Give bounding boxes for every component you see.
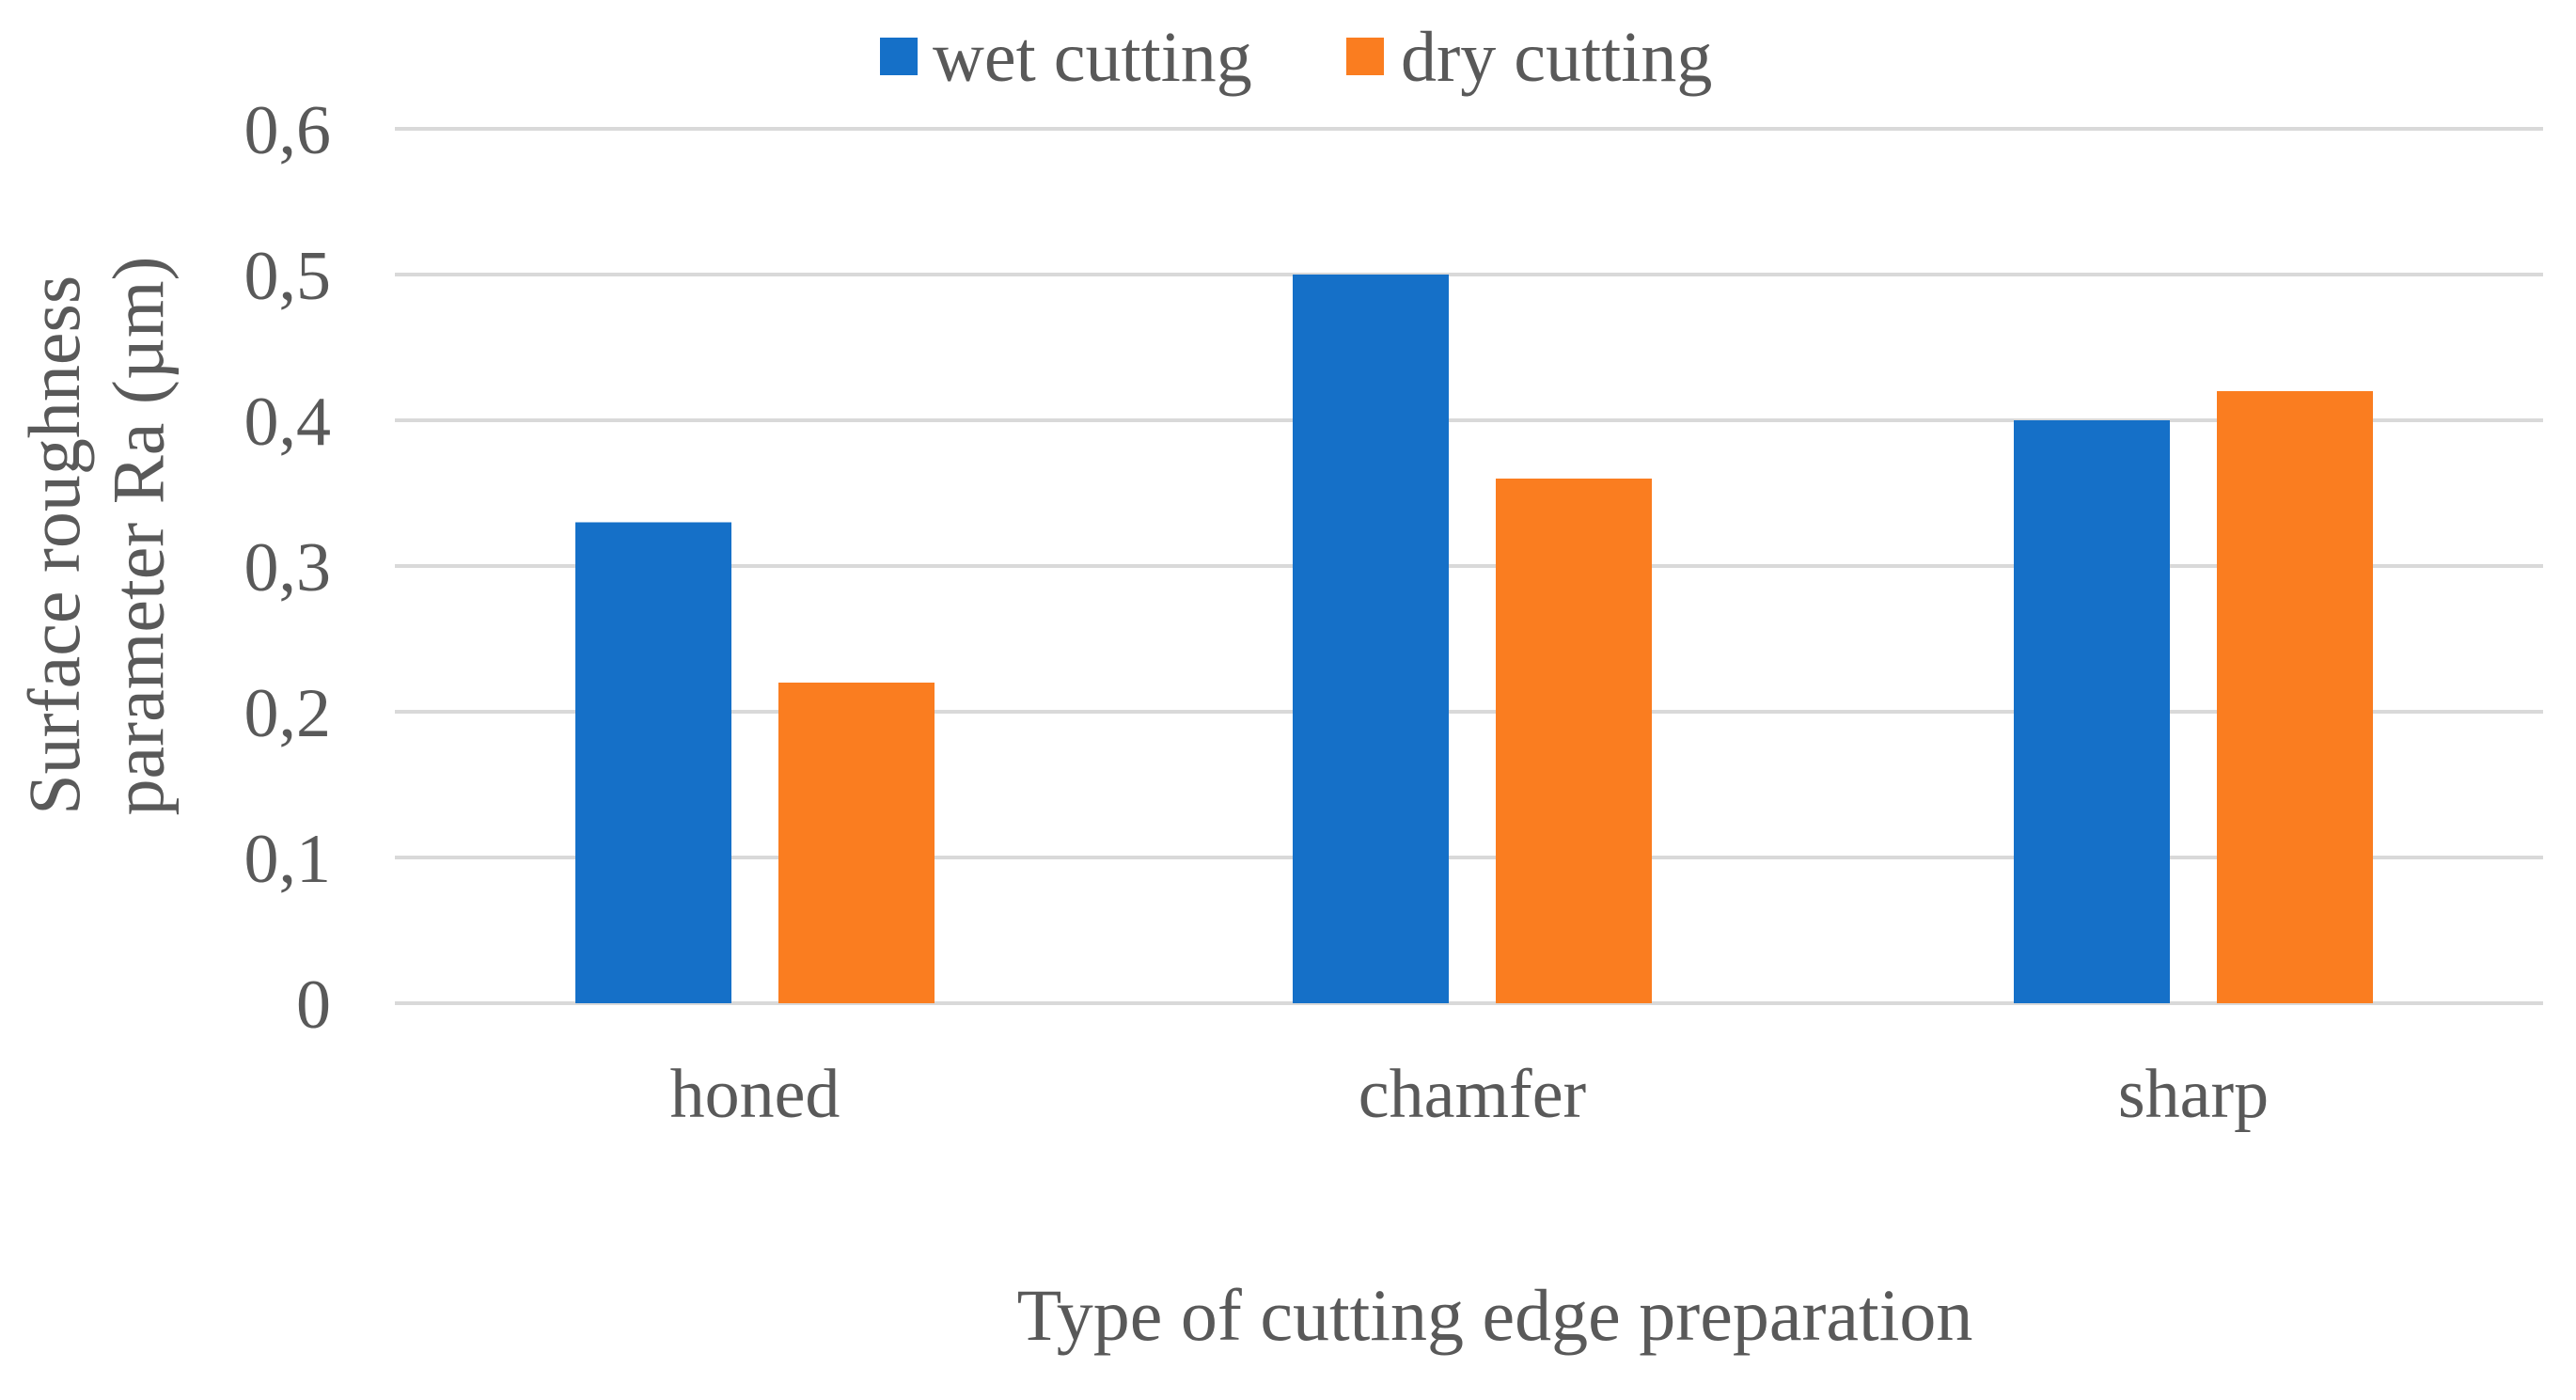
y-tick-label: 0,2 [244,675,332,752]
y-axis-ticks: 0 0,1 0,2 0,3 0,4 0,5 0,6 [244,92,332,1044]
x-tick-label: chamfer [1359,1056,1586,1133]
y-tick-label: 0,1 [244,821,332,898]
legend-label-wet-cutting: wet cutting [933,18,1252,97]
x-axis-title: Type of cutting edge preparation [1017,1274,1973,1356]
y-axis-title-line-1: Surface roughness [13,275,95,815]
y-tick-label: 0,6 [244,92,332,169]
x-axis-ticks: honed chamfer sharp [670,1056,2270,1133]
bar-dry-cutting-honed [778,683,935,1003]
gridlines [395,127,2543,1005]
bar-wet-cutting-chamfer [1293,275,1449,1003]
bars [575,275,2373,1003]
bar-dry-cutting-sharp [2217,391,2373,1003]
chart-legend: wet cutting dry cutting [880,18,1712,97]
legend-swatch-wet-cutting [880,38,918,75]
y-tick-label: 0,5 [244,238,332,315]
x-tick-label: honed [670,1056,840,1133]
y-axis-title: Surface roughness parameter Ra (µm) [13,257,180,816]
legend-swatch-dry-cutting [1346,38,1384,75]
x-tick-label: sharp [2118,1056,2269,1133]
y-tick-label: 0 [296,967,331,1044]
y-tick-label: 0,3 [244,529,332,606]
bar-wet-cutting-sharp [2014,420,2170,1003]
y-axis-title-line-2: parameter Ra (µm) [98,257,180,816]
y-tick-label: 0,4 [244,384,332,461]
bar-dry-cutting-chamfer [1496,479,1652,1003]
legend-label-dry-cutting: dry cutting [1401,18,1712,97]
bar-wet-cutting-honed [575,522,731,1003]
